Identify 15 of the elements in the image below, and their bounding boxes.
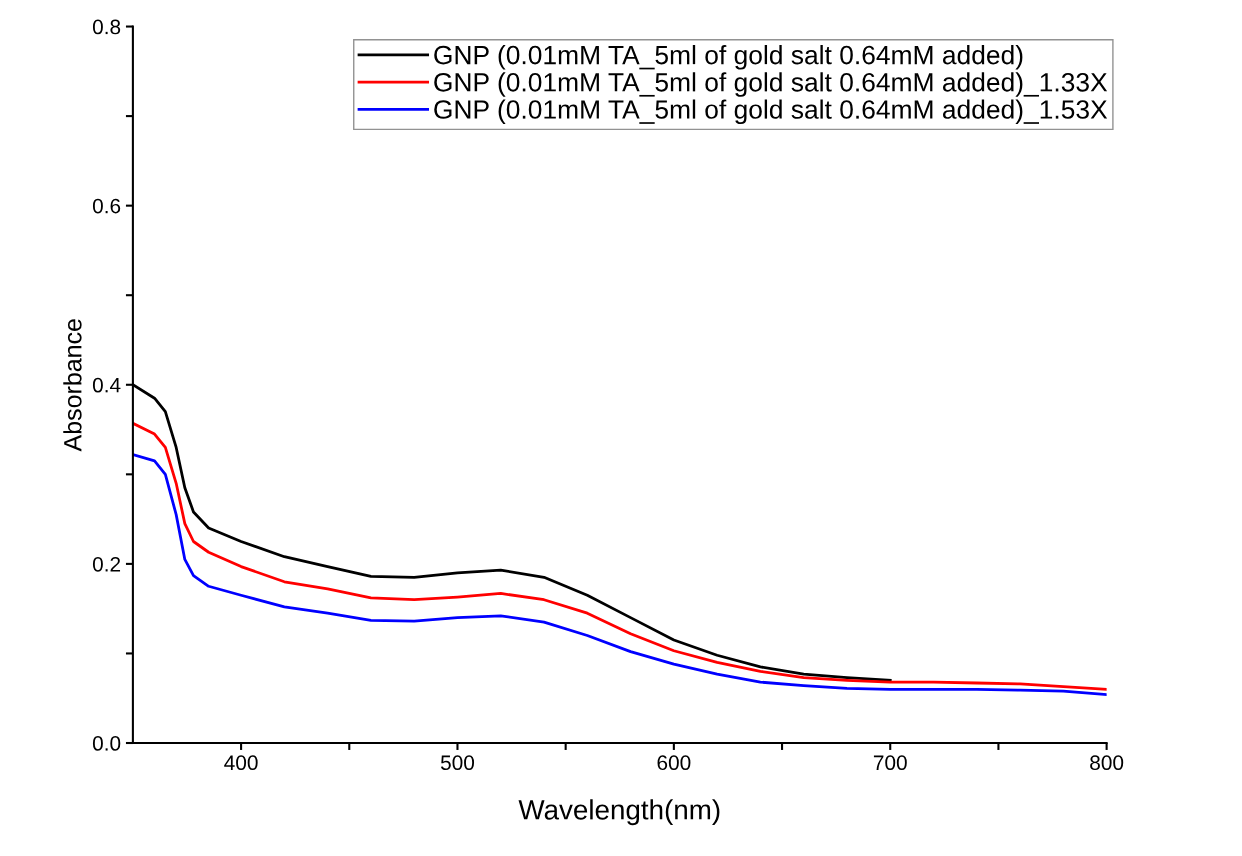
x-tick-label: 600 (657, 755, 691, 771)
x-axis-title: Wavelength(nm) (518, 799, 720, 826)
x-tick-label: 400 (224, 755, 258, 771)
x-tick-label: 500 (440, 755, 475, 771)
y-axis-title: Absorbance (63, 319, 82, 452)
x-tick-label: 800 (1090, 755, 1124, 771)
text: 0.0 (92, 736, 121, 751)
x-tick-label: 700 (873, 755, 907, 771)
legend-label: GNP (0.01mM TA_5ml of gold salt 0.64mM added)_1.33X (434, 72, 1108, 97)
legend-label: GNP (0.01mM TA_5ml of gold salt 0.64mM added)_1.53X (434, 99, 1108, 125)
y-tick-label: 0.4 (92, 377, 121, 393)
y-tick-label: 0.8 (92, 19, 121, 35)
legend-label: GNP (0.01mM TA_5ml of gold salt 0.64mM added) (434, 45, 1023, 70)
y-tick-label: 0.6 (92, 198, 121, 214)
y-tick-label: 0.2 (92, 556, 121, 572)
